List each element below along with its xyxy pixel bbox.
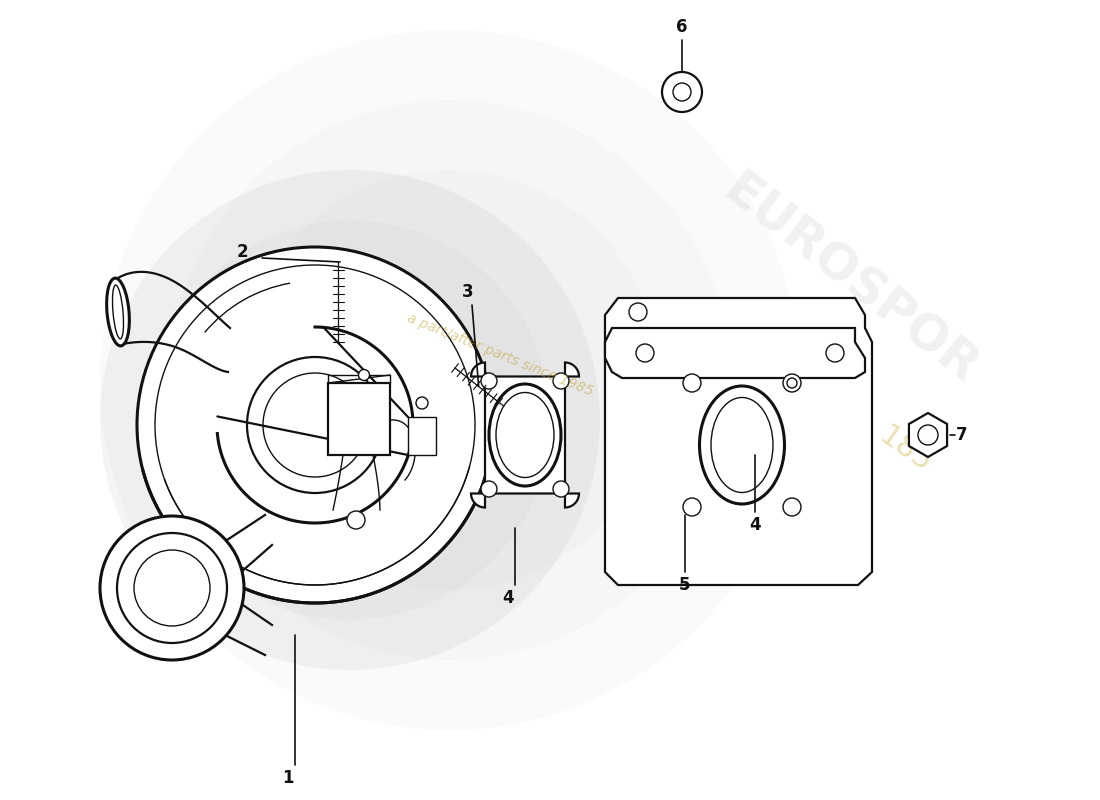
Circle shape bbox=[673, 83, 691, 101]
FancyBboxPatch shape bbox=[408, 417, 436, 455]
Text: 7: 7 bbox=[956, 426, 968, 444]
Circle shape bbox=[662, 72, 702, 112]
Ellipse shape bbox=[711, 398, 773, 493]
Ellipse shape bbox=[700, 386, 784, 504]
Circle shape bbox=[629, 303, 647, 321]
Ellipse shape bbox=[112, 285, 123, 339]
Text: a part/after parts since 1985: a part/after parts since 1985 bbox=[405, 311, 595, 399]
Circle shape bbox=[240, 170, 660, 590]
Polygon shape bbox=[909, 413, 947, 457]
Text: EUROSPOR: EUROSPOR bbox=[713, 166, 987, 394]
Text: 1: 1 bbox=[283, 769, 294, 787]
Circle shape bbox=[150, 220, 550, 620]
Circle shape bbox=[138, 247, 493, 603]
Text: 4: 4 bbox=[749, 516, 761, 534]
Circle shape bbox=[783, 374, 801, 392]
Circle shape bbox=[359, 370, 370, 381]
Circle shape bbox=[683, 498, 701, 516]
FancyBboxPatch shape bbox=[328, 383, 390, 455]
Ellipse shape bbox=[496, 393, 554, 478]
Circle shape bbox=[918, 425, 938, 445]
Ellipse shape bbox=[490, 384, 561, 486]
Circle shape bbox=[117, 533, 227, 643]
Circle shape bbox=[783, 498, 801, 516]
Circle shape bbox=[481, 373, 497, 389]
Circle shape bbox=[100, 30, 800, 730]
Text: 6: 6 bbox=[676, 18, 688, 36]
Circle shape bbox=[248, 357, 383, 493]
Ellipse shape bbox=[107, 278, 130, 346]
Polygon shape bbox=[605, 328, 865, 378]
Circle shape bbox=[170, 100, 730, 660]
Text: 2: 2 bbox=[236, 243, 248, 261]
Circle shape bbox=[134, 550, 210, 626]
Text: 3: 3 bbox=[462, 283, 474, 301]
Text: 185: 185 bbox=[872, 422, 937, 478]
Circle shape bbox=[553, 481, 569, 497]
Circle shape bbox=[100, 516, 244, 660]
Circle shape bbox=[826, 344, 844, 362]
Text: 4: 4 bbox=[503, 589, 514, 607]
Polygon shape bbox=[605, 298, 872, 585]
Polygon shape bbox=[471, 362, 579, 507]
Circle shape bbox=[481, 481, 497, 497]
Circle shape bbox=[416, 397, 428, 409]
Text: 5: 5 bbox=[680, 576, 691, 594]
Circle shape bbox=[683, 374, 701, 392]
Circle shape bbox=[636, 344, 654, 362]
Circle shape bbox=[346, 511, 365, 529]
Circle shape bbox=[553, 373, 569, 389]
Circle shape bbox=[100, 170, 600, 670]
